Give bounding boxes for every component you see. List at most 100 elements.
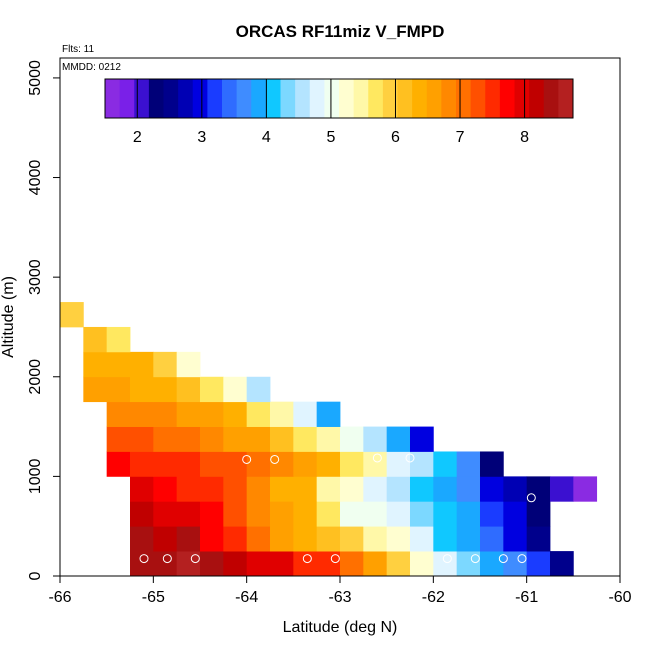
heatmap-cell: [246, 501, 271, 527]
colorbar-swatch: [397, 79, 413, 118]
heatmap-cell: [270, 551, 294, 577]
colorbar-swatch: [207, 79, 223, 118]
heatmap-cell: [200, 426, 224, 452]
heatmap-cell: [503, 526, 528, 552]
heatmap-cell: [410, 476, 434, 502]
heatmap-cell: [200, 501, 224, 527]
heatmap-cell: [106, 401, 131, 427]
heatmap-cell: [83, 351, 108, 378]
heatmap-cell: [363, 451, 388, 477]
heatmap-cell: [386, 476, 411, 502]
heatmap-cell: [83, 376, 108, 403]
colorbar: 2 3 4 5 6 7 8: [104, 78, 574, 146]
heatmap-cell: [130, 526, 154, 552]
heatmap-cells: [60, 302, 598, 577]
heatmap-cell: [153, 351, 178, 378]
heatmap-cell: [153, 451, 178, 477]
colorbar-swatch: [543, 79, 559, 118]
heatmap-cell: [200, 401, 224, 427]
colorbar-swatch: [222, 79, 238, 118]
heatmap-cell: [270, 501, 294, 527]
date-note: MMDD: 0212: [62, 62, 121, 73]
heatmap-cell: [106, 376, 131, 403]
colorbar-tick-label: 6: [391, 129, 400, 146]
heatmap-cell: [573, 476, 598, 502]
heatmap-cell: [270, 526, 294, 552]
heatmap-cell: [200, 526, 224, 552]
heatmap-cell: [246, 376, 271, 403]
y-tick-label: 3000: [27, 259, 44, 295]
heatmap-cell: [293, 501, 318, 527]
colorbar-swatch: [368, 79, 384, 118]
heatmap-cell: [293, 476, 318, 502]
heatmap-cell: [316, 426, 341, 452]
colorbar-tick-label: 8: [520, 129, 529, 146]
heatmap-cell: [153, 426, 178, 452]
heatmap-cell: [550, 551, 574, 577]
colorbar-swatch: [134, 79, 150, 118]
chart-title: ORCAS RF11miz V_FMPD: [236, 22, 445, 41]
colorbar-tick-label: 3: [197, 129, 206, 146]
flight-markers: [139, 453, 536, 564]
heatmap-cell: [130, 451, 154, 477]
heatmap-cell: [153, 401, 178, 427]
heatmap-cell: [410, 451, 434, 477]
flight-marker: [372, 453, 382, 463]
colorbar-swatch: [105, 79, 121, 118]
heatmap-cell: [363, 476, 388, 502]
flight-marker: [270, 454, 280, 464]
colorbar-swatch: [558, 79, 574, 118]
colorbar-swatch: [192, 79, 208, 118]
heatmap-cell: [480, 451, 504, 477]
heatmap-cell: [246, 551, 271, 577]
heatmap-cell: [480, 501, 504, 527]
y-tick-label: 5000: [27, 60, 44, 96]
colorbar-swatch: [382, 79, 399, 118]
x-axis-label: Latitude (deg N): [283, 619, 398, 636]
heatmap-cell: [316, 501, 341, 527]
heatmap-cell: [83, 326, 108, 353]
x-tick-label: -64: [235, 589, 258, 606]
heatmap-cell: [223, 551, 248, 577]
heatmap-cell: [223, 501, 248, 527]
heatmap-cell: [316, 476, 341, 502]
y-axis: 0 1000 2000 3000 4000 5000: [27, 60, 60, 580]
flight-marker: [139, 554, 149, 564]
heatmap-cell: [223, 376, 248, 403]
colorbar-tick-label: 2: [133, 129, 142, 146]
heatmap-cell: [363, 426, 388, 452]
heatmap-cell: [293, 401, 318, 427]
colorbar-swatch: [412, 79, 428, 118]
colorbar-swatch: [485, 79, 501, 118]
flight-marker: [442, 554, 452, 564]
heatmap-cell: [503, 551, 528, 577]
x-tick-label: -63: [328, 589, 351, 606]
heatmap-cell: [270, 451, 294, 477]
flight-marker: [302, 554, 312, 564]
heatmap-cell: [223, 401, 248, 427]
heatmap-cell: [200, 376, 224, 403]
y-tick-label: 0: [27, 571, 44, 580]
colorbar-swatch: [353, 79, 369, 118]
heatmap-cell: [456, 476, 481, 502]
heatmap-cell: [433, 526, 458, 552]
heatmap-cell: [270, 426, 294, 452]
colorbar-tick-label: 4: [262, 129, 271, 146]
heatmap-cell: [340, 526, 364, 552]
heatmap-cell: [433, 451, 458, 477]
heatmap-cell: [246, 401, 271, 427]
heatmap-cell: [246, 426, 271, 452]
colorbar-swatch: [236, 79, 252, 118]
heatmap-cell: [550, 476, 574, 502]
heatmap-cell: [106, 426, 131, 452]
heatmap-cell: [386, 551, 411, 577]
heatmap-cell: [60, 302, 84, 328]
heatmap-cell: [340, 551, 364, 577]
heatmap-cell: [433, 501, 458, 527]
x-tick-label: -60: [608, 589, 631, 606]
heatmap-cell: [200, 476, 224, 502]
heatmap-cell: [176, 501, 201, 527]
heatmap-cell: [270, 401, 294, 427]
heatmap-cell: [526, 501, 551, 527]
